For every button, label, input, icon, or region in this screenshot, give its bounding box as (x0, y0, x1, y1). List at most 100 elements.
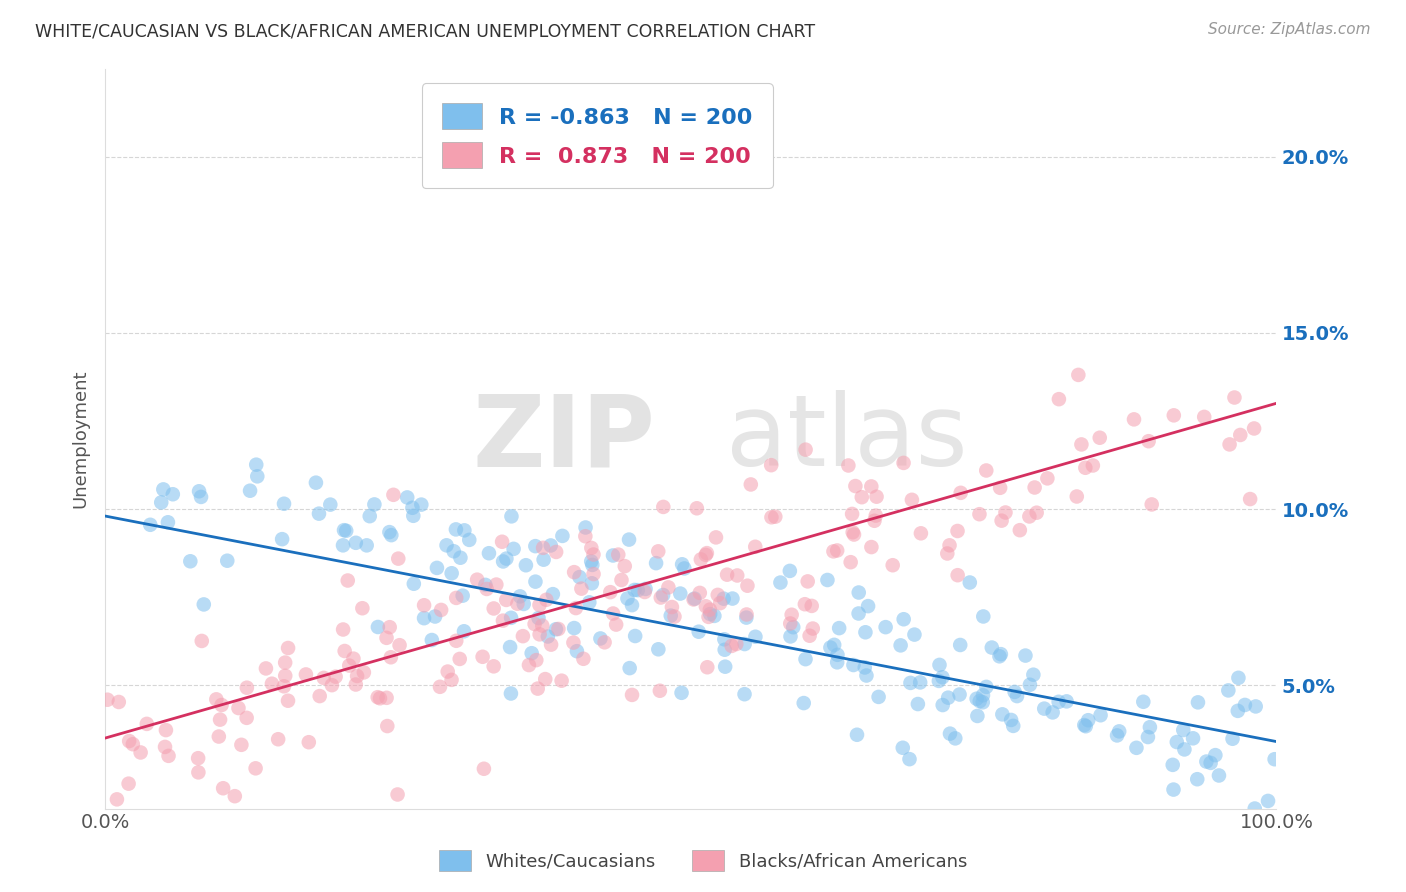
Point (780, 607, 803, 622)
Point (1073, 718, 1095, 732)
Point (478, 546, 501, 560)
Point (1163, 409, 1185, 423)
Point (420, 633, 443, 648)
Point (828, 621, 851, 635)
Point (1019, 678, 1042, 692)
Point (295, 667, 318, 681)
Point (546, 545, 568, 559)
Point (579, 554, 602, 568)
Point (716, 567, 738, 582)
Point (499, 640, 522, 654)
Point (689, 586, 711, 600)
Point (1195, 755, 1218, 769)
Point (273, 497, 295, 511)
Point (401, 500, 423, 515)
Point (387, 551, 409, 566)
Point (1018, 509, 1040, 524)
Point (1208, 768, 1230, 782)
Point (855, 625, 877, 640)
Point (706, 588, 728, 602)
Point (928, 673, 950, 688)
Point (236, 681, 259, 695)
Point (155, 723, 177, 737)
Point (949, 486, 972, 500)
Point (471, 649, 494, 664)
Point (931, 698, 953, 712)
Point (696, 660, 718, 674)
Point (966, 709, 988, 723)
Point (671, 558, 693, 572)
Point (605, 617, 627, 632)
Point (648, 683, 671, 698)
Point (562, 635, 585, 649)
Point (621, 688, 644, 702)
Point (453, 624, 475, 639)
Text: WHITE/CAUCASIAN VS BLACK/AFRICAN AMERICAN UNEMPLOYMENT CORRELATION CHART: WHITE/CAUCASIAN VS BLACK/AFRICAN AMERICA… (35, 22, 815, 40)
Point (703, 608, 725, 623)
Point (524, 653, 547, 667)
Point (118, 734, 141, 748)
Point (664, 609, 686, 624)
Point (1227, 671, 1250, 685)
Point (893, 456, 915, 470)
Point (839, 555, 862, 569)
Point (333, 644, 356, 658)
Point (396, 491, 419, 505)
Point (844, 479, 866, 493)
Text: Source: ZipAtlas.com: Source: ZipAtlas.com (1208, 22, 1371, 37)
Point (1182, 731, 1205, 746)
Point (602, 549, 624, 563)
Point (974, 463, 997, 477)
Point (239, 483, 262, 498)
Point (402, 508, 425, 523)
Point (623, 582, 645, 597)
Point (725, 637, 748, 651)
Point (627, 583, 650, 598)
Point (1125, 740, 1147, 755)
Point (150, 495, 173, 509)
Point (526, 681, 548, 696)
Point (1239, 491, 1261, 506)
Point (1088, 431, 1111, 445)
Point (426, 561, 449, 575)
Point (837, 458, 859, 473)
Point (515, 558, 537, 573)
Point (541, 587, 564, 601)
Point (1257, 794, 1279, 808)
Point (581, 558, 603, 572)
Point (841, 525, 863, 540)
Point (209, 713, 232, 727)
Point (994, 506, 1017, 520)
Point (581, 541, 603, 555)
Point (779, 564, 801, 578)
Point (1067, 368, 1090, 382)
Point (1077, 713, 1099, 727)
Point (1004, 685, 1026, 699)
Point (187, 765, 209, 780)
Point (990, 514, 1012, 528)
Point (375, 690, 398, 705)
Point (841, 507, 863, 521)
Point (910, 526, 932, 541)
Point (298, 735, 321, 749)
Point (333, 523, 356, 537)
Point (697, 610, 720, 624)
Point (245, 761, 267, 775)
Point (1139, 720, 1161, 734)
Point (619, 661, 641, 675)
Point (695, 548, 717, 562)
Point (990, 647, 1012, 661)
Point (825, 656, 848, 670)
Point (972, 695, 994, 709)
Point (254, 661, 277, 675)
Point (938, 538, 960, 552)
Point (574, 520, 596, 534)
Point (949, 638, 972, 652)
Point (898, 752, 921, 766)
Point (709, 596, 731, 610)
Point (868, 690, 890, 704)
Point (485, 577, 508, 591)
Point (359, 509, 381, 524)
Point (948, 688, 970, 702)
Point (890, 639, 912, 653)
